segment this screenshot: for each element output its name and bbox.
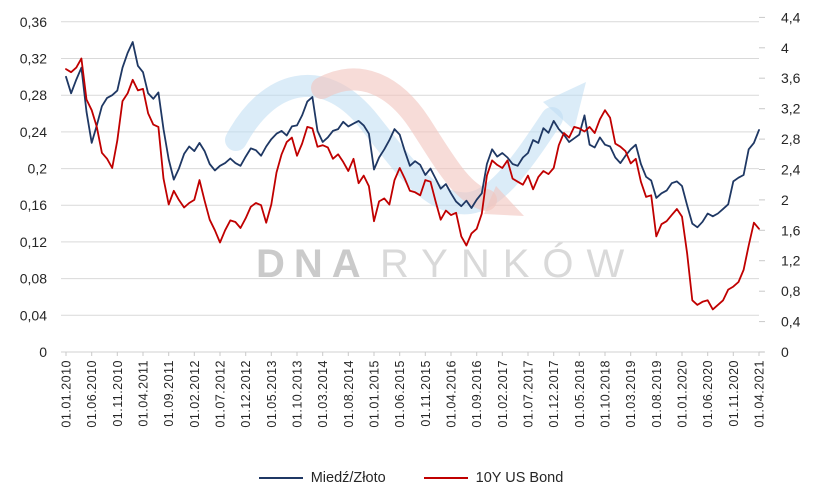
x-axis-tick-label: 01.06.2010 [85, 360, 99, 428]
right-axis-tick-label: 3,6 [781, 70, 801, 86]
x-axis-tick-label: 01.05.2018 [573, 360, 587, 428]
right-axis-tick-label: 2,8 [781, 131, 801, 147]
chart-canvas: DNA RYNKÓW 0,360,320,280,240,20,160,120,… [20, 9, 801, 427]
x-axis-tick-label: 01.04.2021 [753, 360, 767, 428]
x-axis-tick-label: 01.07.2012 [214, 360, 228, 428]
watermark-brand-dna: DNA [256, 242, 370, 286]
legend-label-miedz-zloto: Miedź/Złoto [310, 470, 386, 486]
legend-label-10y-us-bond: 10Y US Bond [475, 470, 564, 486]
watermark-up-arrowhead-icon [543, 82, 586, 130]
right-axis-tick-label: 2 [781, 192, 789, 208]
watermark-down-arrowhead-icon [484, 186, 524, 216]
x-axis-tick-label: 01.01.2015 [368, 360, 382, 428]
legend-item-10y-us-bond: 10Y US Bond [423, 470, 564, 486]
legend-line-miedz-zloto-icon [258, 476, 303, 480]
x-axis-tick-label: 01.10.2018 [599, 360, 613, 428]
x-axis-tick-label: 01.07.2017 [522, 360, 536, 428]
series-line-10y-us-bond [65, 57, 760, 311]
right-axis-tick-label: 0,4 [781, 314, 801, 330]
x-axis-tick-label: 01.11.2010 [111, 360, 125, 427]
right-axis-tick-label: 2,4 [781, 162, 801, 178]
watermark-up-arrow-icon [225, 74, 563, 215]
x-axis-tick-label: 01.12.2017 [547, 360, 561, 428]
x-axis-tick-label: 01.04.2016 [445, 360, 459, 428]
left-axis-tick-label: 0,36 [20, 14, 47, 30]
legend-item-miedz-zloto: Miedź/Złoto [258, 470, 386, 486]
series-line-mied-z-oto [65, 41, 760, 229]
right-axis-tick-label: 3,2 [781, 101, 801, 117]
series-lines [65, 41, 760, 311]
x-axis-tick-label: 01.08.2019 [650, 360, 664, 428]
left-axis-tick-label: 0,12 [20, 234, 47, 250]
right-axis-tick-label: 0 [781, 344, 789, 360]
right-axis-tick-label: 4 [781, 40, 789, 56]
left-axis-tick-label: 0,32 [20, 51, 47, 67]
left-axis-tick-label: 0,28 [20, 87, 47, 103]
x-axis-tick-label: 01.10.2013 [291, 360, 305, 428]
x-axis-tick-label: 01.08.2014 [342, 360, 356, 428]
left-axis-tick-label: 0,16 [20, 197, 47, 213]
x-axis-tick-label: 01.09.2016 [470, 360, 484, 428]
x-axis-tick-label: 01.01.2020 [676, 360, 690, 428]
x-axis-tick-label: 01.11.2020 [727, 360, 741, 427]
left-axis-tick-label: 0,24 [20, 124, 47, 140]
axis-labels: 0,36 0,32 0,28 0,24 0,2 0,16 0,12 0,08 0,04 0 4,4 4… [20, 9, 801, 427]
right-axis-tick-label: 0,8 [781, 283, 801, 299]
x-axis-tick-label: 01.09.2011 [162, 360, 176, 427]
right-axis-tick-label: 1,6 [781, 222, 801, 238]
left-axis-tick-label: 0 [39, 344, 47, 360]
right-axis-tick-label: 1,2 [781, 253, 801, 269]
x-axis-tick-label: 01.02.2012 [188, 360, 202, 428]
x-axis-tick-label: 01.04.2011 [137, 360, 151, 427]
x-axis-tick-label: 01.12.2012 [239, 360, 253, 428]
x-axis-tick-label: 01.05.2013 [265, 360, 279, 428]
legend-line-10y-us-bond-icon [423, 476, 468, 480]
x-axis-tick-label: 01.03.2019 [624, 360, 638, 428]
watermark: DNA RYNKÓW [225, 68, 637, 286]
x-axis-tick-label: 01.06.2020 [701, 360, 715, 428]
right-axis-tick-label: 4,4 [781, 9, 801, 25]
x-axis-tick-label: 01.02.2017 [496, 360, 510, 428]
x-axis-tick-label: 01.01.2010 [60, 360, 74, 428]
left-axis-tick-label: 0,2 [28, 161, 48, 177]
x-axis-tick-label: 01.11.2015 [419, 360, 433, 427]
x-axis-tick-label: 01.03.2014 [316, 360, 330, 428]
watermark-brand-rynkow: RYNKÓW [380, 241, 637, 286]
legend: Miedź/Złoto 10Y US Bond [0, 458, 822, 498]
left-axis-tick-label: 0,04 [20, 307, 47, 323]
x-axis-tick-label: 01.06.2015 [393, 360, 407, 428]
watermark-down-arrow-icon [311, 68, 497, 211]
left-axis-tick-label: 0,08 [20, 271, 47, 287]
